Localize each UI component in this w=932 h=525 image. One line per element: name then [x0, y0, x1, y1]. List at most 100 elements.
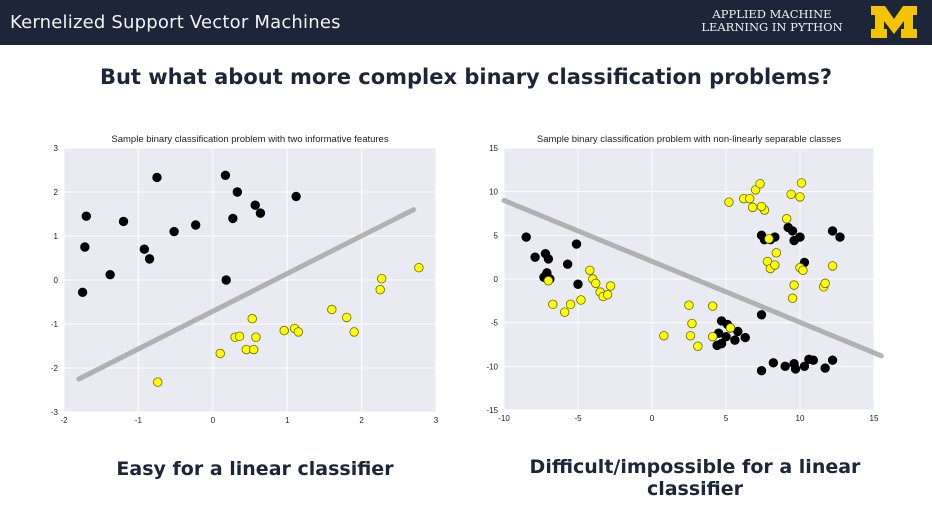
x-tick-label: -10	[498, 414, 510, 423]
data-point-yellow	[375, 284, 385, 295]
y-tick-label: 2	[54, 188, 59, 197]
data-point-yellow	[781, 214, 792, 224]
decision-boundary-line	[76, 207, 417, 382]
y-tick-label: 1	[54, 232, 59, 241]
data-point-yellow	[251, 332, 261, 342]
x-tick-label: 3	[434, 416, 439, 425]
data-point-black	[756, 310, 767, 320]
chart-title: Sample binary classification problem wit…	[111, 134, 388, 145]
data-point-black	[169, 226, 179, 237]
data-point-yellow	[376, 273, 387, 284]
data-point-yellow	[724, 197, 734, 207]
data-point-yellow	[796, 178, 807, 188]
data-point-black	[790, 364, 801, 374]
x-tick-label: -1	[135, 416, 143, 425]
data-point-black	[795, 232, 805, 242]
data-point-yellow	[764, 234, 774, 244]
data-point-yellow	[787, 293, 798, 303]
x-tick-label: -5	[574, 414, 582, 423]
data-point-yellow	[747, 202, 758, 213]
x-tick-label: -2	[60, 416, 68, 425]
data-point-yellow	[591, 278, 601, 289]
data-point-black	[780, 361, 790, 372]
data-point-black	[81, 211, 92, 221]
data-point-black	[291, 191, 301, 202]
data-point-black	[80, 242, 90, 252]
data-point-black	[562, 259, 573, 269]
data-point-yellow	[576, 295, 586, 305]
data-point-yellow	[153, 377, 163, 387]
data-point-yellow	[687, 318, 697, 329]
data-point-yellow	[756, 201, 767, 212]
chart-title: Sample binary classification problem wit…	[537, 134, 841, 145]
data-point-yellow	[795, 192, 805, 202]
slide-subtitle: But what about more complex binary class…	[99, 65, 833, 89]
y-tick-label: -2	[51, 364, 59, 373]
data-point-black	[139, 244, 150, 254]
data-point-yellow	[744, 193, 755, 204]
data-point-black	[250, 200, 260, 210]
data-point-black	[820, 363, 830, 373]
data-point-yellow	[543, 276, 554, 286]
y-tick-label: 10	[489, 188, 498, 197]
y-tick-label: 3	[54, 144, 59, 153]
x-tick-label: 5	[724, 414, 729, 423]
x-tick-label: 0	[650, 414, 655, 423]
data-point-yellow	[659, 331, 669, 341]
x-tick-label: 1	[285, 416, 290, 425]
data-point-yellow	[684, 300, 694, 310]
decision-boundary-line	[501, 197, 884, 359]
data-point-black	[573, 279, 583, 289]
data-point-black	[255, 208, 266, 218]
data-point-black	[521, 232, 531, 242]
y-tick-label: -3	[51, 408, 59, 417]
data-point-black	[118, 216, 129, 227]
data-point-black	[712, 340, 722, 351]
x-tick-label: 15	[870, 414, 879, 423]
data-point-black	[768, 358, 779, 368]
data-point-black	[756, 365, 767, 376]
data-point-yellow	[693, 341, 703, 351]
y-tick-label: -10	[486, 362, 498, 371]
y-tick-label: 15	[489, 144, 498, 153]
x-tick-label: 10	[796, 414, 805, 423]
data-point-yellow	[685, 331, 696, 341]
data-point-yellow	[327, 304, 337, 315]
data-point-yellow	[786, 189, 796, 199]
data-point-yellow	[548, 299, 558, 310]
data-point-yellow	[707, 301, 718, 311]
data-point-black	[808, 355, 819, 365]
slide-header-title: Kernelized Support Vector Machines	[10, 12, 341, 33]
data-point-yellow	[771, 248, 782, 258]
data-point-yellow	[602, 290, 613, 300]
data-point-black	[190, 220, 201, 230]
data-point-black	[221, 275, 231, 285]
data-point-black	[232, 187, 243, 197]
data-point-yellow	[215, 348, 225, 359]
x-tick-label: 2	[359, 416, 364, 425]
x-tick-label: 0	[211, 416, 216, 425]
data-point-black	[228, 213, 238, 224]
data-point-yellow	[770, 260, 780, 270]
data-point-black	[77, 287, 88, 298]
header-bar: Kernelized Support Vector Machines APPLI…	[0, 0, 932, 45]
data-point-black	[787, 226, 798, 236]
caption-right: Difficult/impossible for a linear classi…	[529, 456, 861, 500]
y-tick-label: -5	[491, 319, 499, 328]
data-point-yellow	[293, 327, 304, 337]
course-name-line-2: LEARNING IN PYTHON	[701, 20, 843, 34]
data-point-black	[220, 170, 231, 180]
y-tick-label: 0	[54, 276, 59, 285]
data-point-yellow	[559, 307, 570, 317]
data-point-yellow	[707, 331, 718, 342]
data-point-black	[530, 252, 540, 262]
data-point-black	[730, 335, 740, 345]
data-point-yellow	[565, 299, 576, 310]
y-tick-label: 5	[494, 231, 499, 240]
block-m-logo-icon	[871, 6, 917, 38]
data-point-black	[105, 270, 115, 280]
course-name-line-1: APPLIED MACHINE	[712, 7, 832, 21]
data-point-black	[835, 232, 845, 242]
